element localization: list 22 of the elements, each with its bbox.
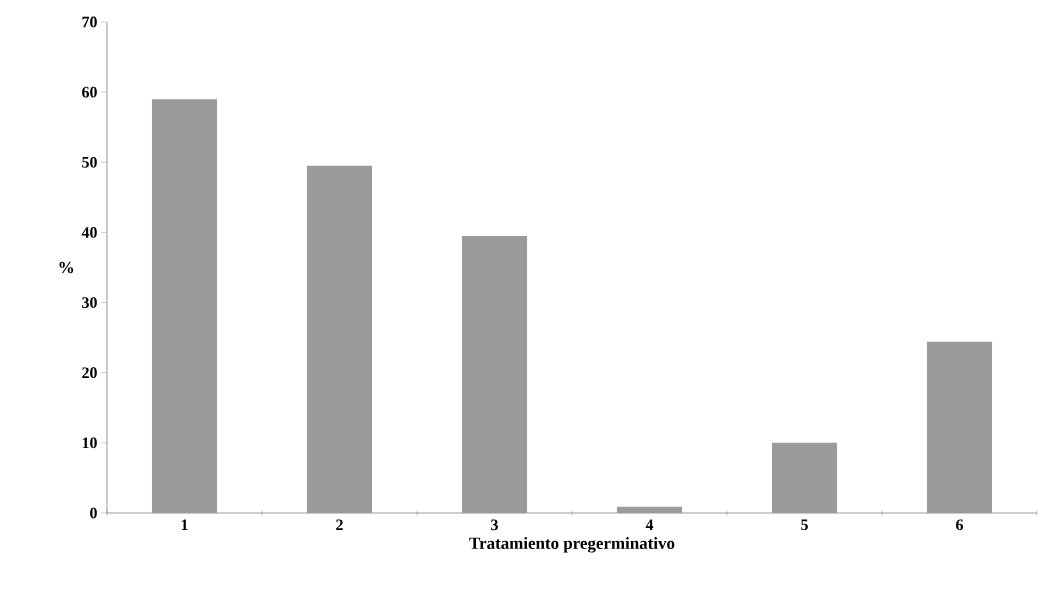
bar (616, 506, 683, 513)
x-axis-title: Tratamiento pregerminativo (469, 537, 675, 553)
y-tick-label: 10 (82, 437, 97, 449)
y-tick-label: 20 (82, 367, 97, 379)
y-tick-label: 70 (82, 16, 97, 28)
x-tick-label: 4 (645, 519, 654, 531)
bar (151, 99, 218, 513)
bar (306, 165, 373, 513)
x-tick-label: 2 (336, 519, 343, 531)
y-tick-label: 0 (90, 507, 97, 519)
bar (926, 341, 993, 513)
x-tick-label: 1 (181, 519, 188, 531)
bar (771, 442, 838, 513)
y-tick-label: 60 (82, 86, 97, 98)
y-axis-title: % (59, 261, 74, 274)
y-tick-label: 50 (82, 156, 97, 168)
y-tick-label: 30 (82, 297, 97, 308)
y-tick-label: 40 (81, 227, 97, 238)
bar (461, 235, 528, 513)
x-tick-label: 5 (801, 519, 808, 531)
x-tick-label: 3 (491, 519, 498, 531)
x-tick-label: 6 (956, 519, 964, 531)
